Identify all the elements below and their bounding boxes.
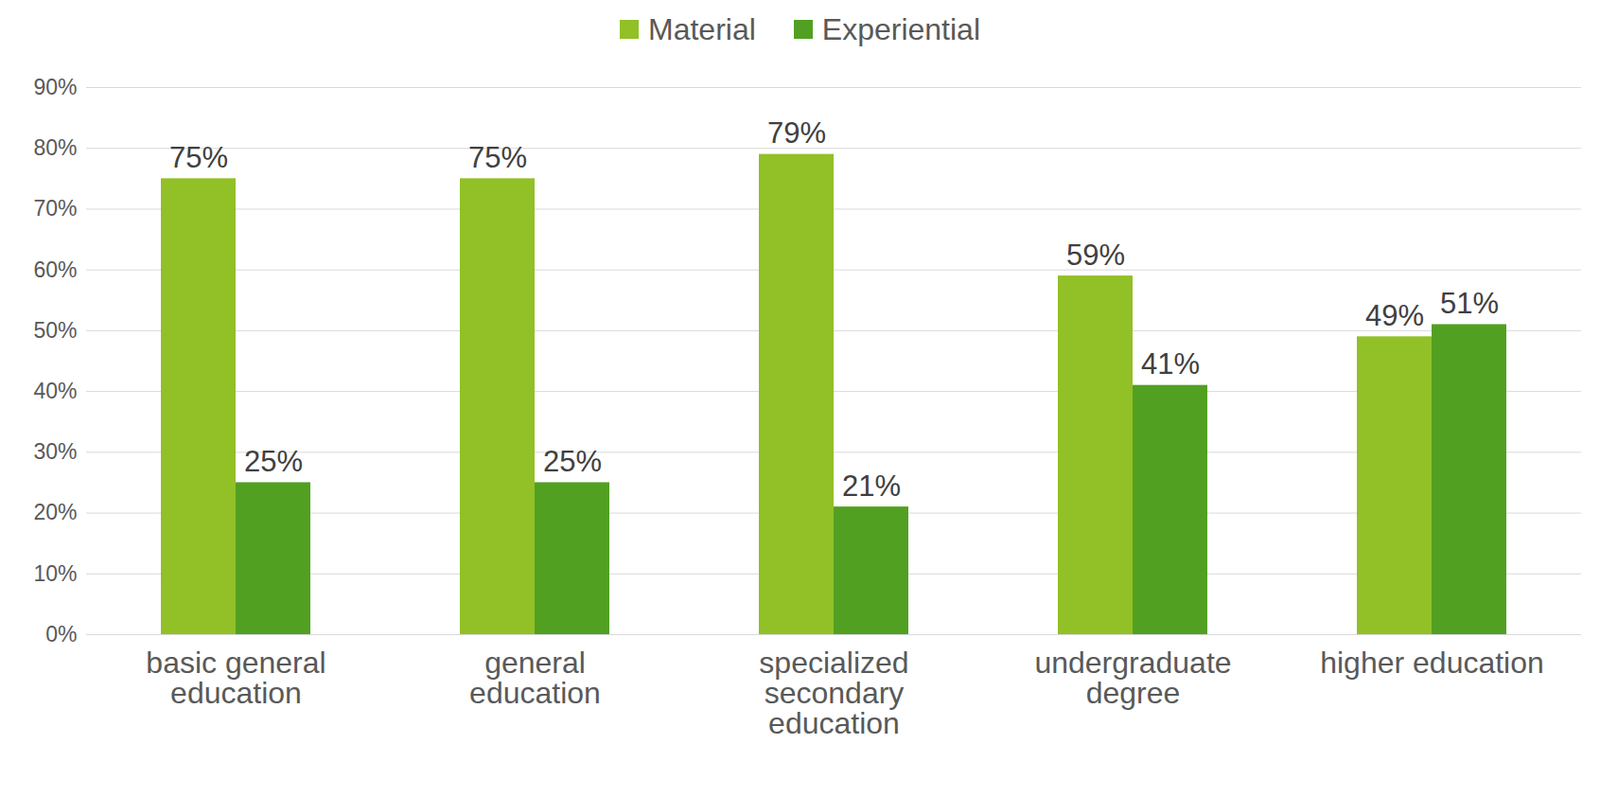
html-text:Experiential: Experiential [822,11,981,46]
svg-text:50%: 50% [33,317,77,343]
svg-text:49%: 49% [1365,298,1425,333]
html-text:Material: Material [648,11,756,46]
svg-text:25%: 25% [244,444,303,478]
svg-text:51%: 51% [1440,286,1499,320]
svg-text:0%: 0% [45,621,77,647]
svg-text:basic generaleducation: basic generaleducation [145,645,326,710]
svg-text:10%: 10% [33,561,77,586]
svg-text:20%: 20% [33,499,77,525]
svg-text:21%: 21% [842,469,901,503]
svg-text:higher education: higher education [1319,645,1545,680]
svg-text:undergraduatedegree: undergraduatedegree [1034,645,1231,710]
svg-text:90%: 90% [33,74,77,100]
svg-text:41%: 41% [1141,347,1200,381]
svg-text:79%: 79% [767,116,827,150]
svg-text:59%: 59% [1066,238,1126,272]
svg-text:75%: 75% [468,140,528,175]
svg-text:60%: 60% [33,257,77,282]
svg-text:25%: 25% [543,444,602,478]
svg-text:75%: 75% [169,140,229,175]
svg-text:40%: 40% [33,378,77,404]
svg-text:30%: 30% [33,439,77,464]
svg-text:80%: 80% [33,135,77,160]
svg-text:specializedsecondaryeducation: specializedsecondaryeducation [758,645,909,740]
svg-text:70%: 70% [33,195,77,221]
svg-text:generaleducation: generaleducation [469,645,601,710]
